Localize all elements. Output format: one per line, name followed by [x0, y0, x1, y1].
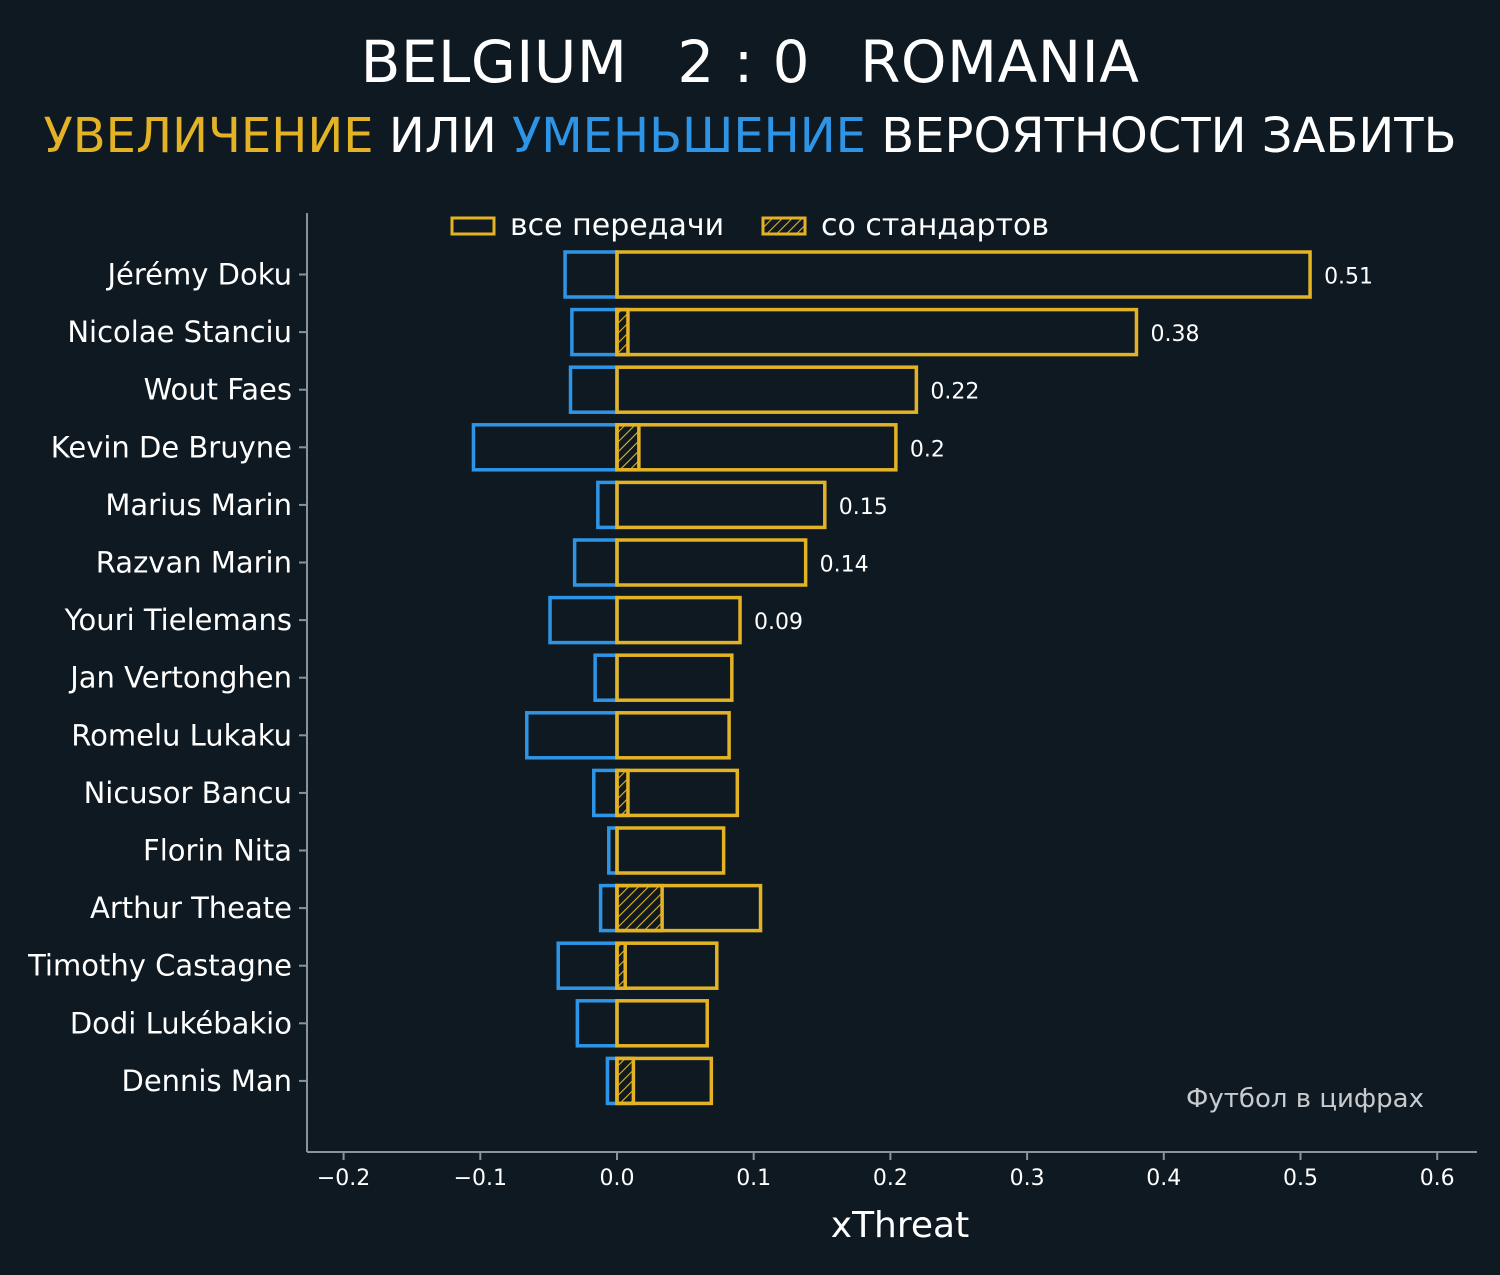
x-tick-label: 0.5 [1283, 1166, 1318, 1191]
x-axis-title: xThreat [831, 1205, 969, 1246]
player-label: Timothy Castagne [27, 949, 292, 983]
bar-decrease [525, 711, 619, 760]
bar-increase [615, 1056, 714, 1106]
legend: все передачи со стандартов [450, 208, 1049, 243]
x-tick-label: −0.2 [317, 1166, 370, 1191]
x-tick-label: 0.3 [1010, 1166, 1045, 1191]
x-tick-label: 0.6 [1420, 1166, 1455, 1191]
bar-increase [615, 826, 726, 875]
subtitle-decrease: УМЕНЬШЕНИЕ [512, 108, 866, 164]
bar-increase [615, 480, 827, 530]
bar-increase [615, 250, 1312, 299]
bar-set-pieces [615, 1056, 636, 1106]
bar-decrease [592, 768, 619, 818]
subtitle-rest: ВЕРОЯТНОСТИ ЗАБИТЬ [881, 108, 1457, 164]
bar-value-label: 0.51 [1324, 265, 1373, 290]
bar-decrease [471, 423, 619, 472]
match-score: 2 : 0 [677, 28, 811, 96]
subtitle-increase: УВЕЛИЧЕНИЕ [43, 108, 374, 164]
x-tick-label: 0.4 [1146, 1166, 1181, 1191]
bar-decrease [572, 538, 619, 587]
player-label: Nicolae Stanciu [67, 315, 292, 349]
bar-value-label: 0.38 [1150, 322, 1199, 347]
home-team: BELGIUM [360, 28, 628, 96]
bar-value-label: 0.14 [820, 553, 869, 578]
legend-label-all-passes: все передачи [510, 208, 724, 243]
bar-set-pieces [615, 423, 641, 472]
x-tick-label: −0.1 [454, 1166, 507, 1191]
bar-decrease [568, 365, 619, 414]
bar-value-label: 0.09 [754, 610, 803, 635]
legend-swatch-set-pieces [761, 216, 807, 236]
bar-decrease [593, 653, 619, 702]
chart-subtitle: УВЕЛИЧЕНИЕ ИЛИ УМЕНЬШЕНИЕ ВЕРОЯТНОСТИ ЗА… [0, 108, 1500, 164]
player-label: Wout Faes [144, 373, 292, 407]
bar-value-label: 0.15 [839, 495, 888, 520]
bar-increase [615, 941, 719, 990]
bar-increase [615, 768, 740, 818]
player-label: Florin Nita [143, 834, 292, 868]
player-label: Youri Tielemans [64, 603, 292, 637]
x-tick-label: 0.0 [600, 1166, 635, 1191]
credit-text: Футбол в цифрах [1186, 1084, 1424, 1114]
player-label: Razvan Marin [96, 546, 292, 580]
bar-increase [615, 423, 898, 472]
x-tick-label: 0.1 [736, 1166, 771, 1191]
player-label: Dodi Lukébakio [70, 1006, 292, 1040]
player-label: Jan Vertonghen [68, 661, 292, 695]
axes: −0.2 −0.1 0.0 0.1 0.2 0.3 0.4 0.5 0.6 [299, 213, 1477, 1191]
bar-increase [615, 711, 731, 760]
legend-label-set-pieces: со стандартов [821, 208, 1049, 243]
bar-increase [615, 538, 808, 587]
bar-decrease [575, 999, 619, 1048]
bar-decrease [556, 941, 619, 990]
player-label: Dennis Man [122, 1064, 293, 1098]
player-label: Kevin De Bruyne [51, 430, 292, 464]
player-label: Romelu Lukaku [71, 718, 292, 752]
away-team: ROMANIA [860, 28, 1140, 96]
x-tick-label: 0.2 [873, 1166, 908, 1191]
bar-increase [615, 653, 734, 702]
player-label: Arthur Theate [90, 891, 292, 925]
bar-decrease [598, 883, 619, 933]
bar-decrease [596, 480, 619, 530]
bar-decrease [563, 250, 619, 299]
player-label: Nicusor Bancu [84, 776, 292, 810]
bar-value-label: 0.2 [910, 437, 945, 462]
bar-increase [615, 999, 709, 1048]
bar-value-label: 0.22 [930, 380, 979, 405]
chart-title: BELGIUM 2 : 0 ROMANIA [0, 28, 1500, 96]
subtitle-or: ИЛИ [388, 108, 497, 164]
player-label: Jérémy Doku [105, 258, 292, 292]
bars [471, 250, 1312, 1106]
bar-increase [615, 883, 763, 933]
labels: Jérémy Doku 0.51 Nicolae Stanciu 0.38 Wout F… [27, 258, 1373, 1098]
bar-increase [615, 307, 1139, 357]
bar-decrease [548, 595, 619, 645]
player-label: Marius Marin [105, 488, 292, 522]
bar-increase [615, 365, 919, 414]
bar-increase [615, 595, 742, 645]
legend-swatch-all-passes [450, 216, 496, 236]
bar-decrease [570, 307, 619, 357]
bar-set-pieces [615, 883, 664, 933]
